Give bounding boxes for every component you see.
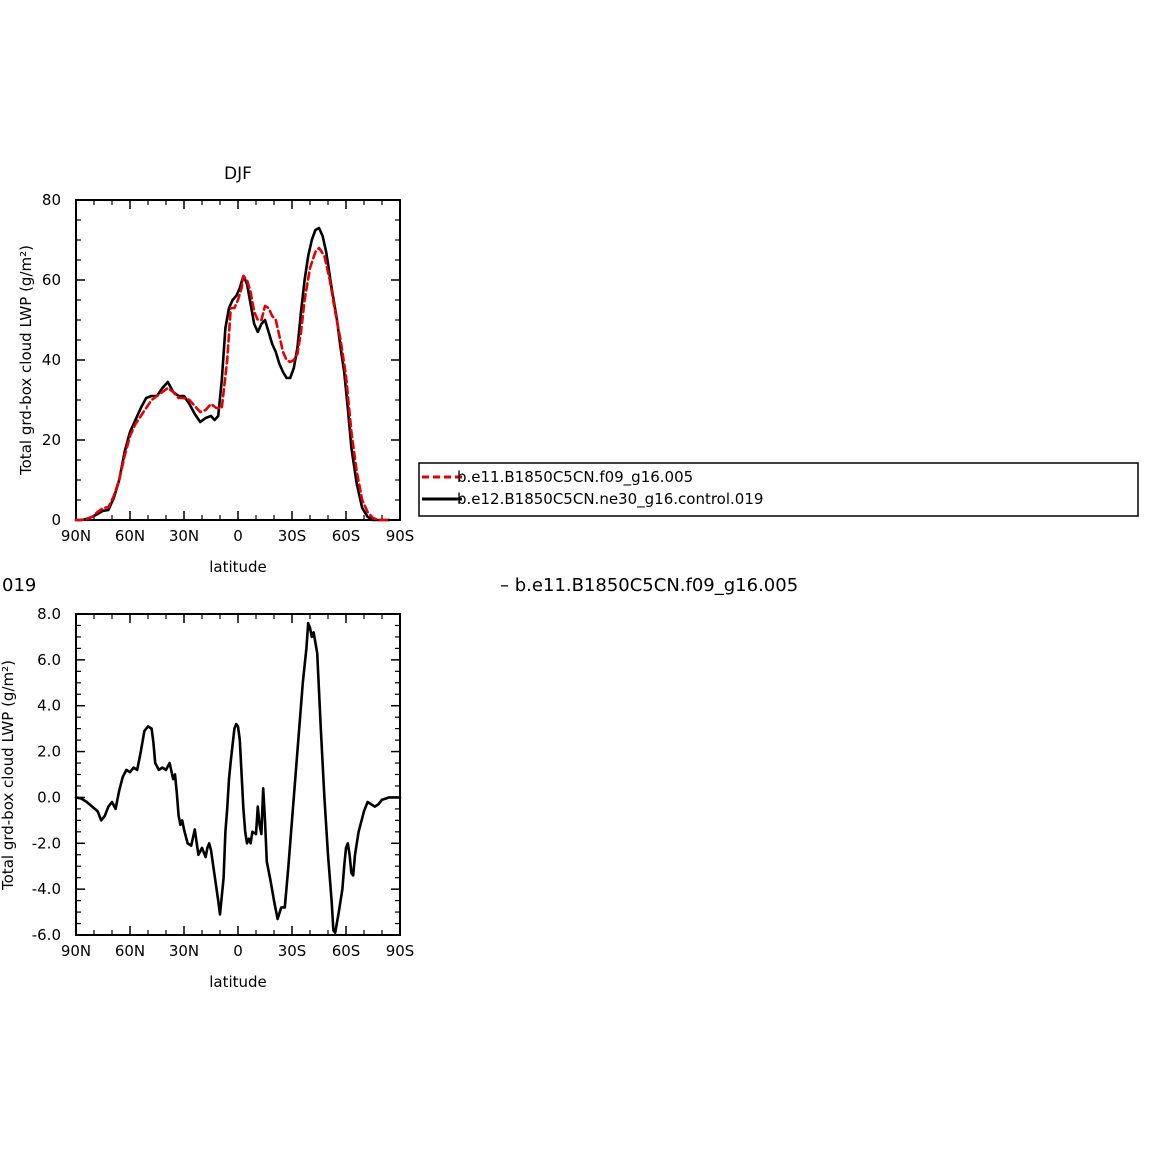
top-x-tick-label: 0 bbox=[233, 527, 243, 545]
bottom-chart-y-label: Total grd-box cloud LWP (g/m²) bbox=[0, 660, 17, 891]
top-y-tick-label: 40 bbox=[42, 351, 61, 369]
bottom-x-tick-label: 90S bbox=[386, 942, 415, 960]
panel-bottom-chart: 019 – b.e11.B1850C5CN.f09_g16.005 Total … bbox=[0, 575, 798, 991]
bottom-y-tick-label: -4.0 bbox=[32, 880, 61, 898]
bottom-series-lines bbox=[74, 621, 402, 934]
top-x-tick-label: 30S bbox=[278, 527, 307, 545]
top-y-tick-label: 0 bbox=[51, 511, 61, 529]
top-x-tick-label: 90S bbox=[386, 527, 415, 545]
top-plot-frame bbox=[75, 199, 401, 521]
top-x-tick-label: 30N bbox=[169, 527, 199, 545]
bottom-y-tick-label: 2.0 bbox=[37, 743, 61, 761]
legend-label-series-1: b.e11.B1850C5CN.f09_g16.005 bbox=[457, 468, 693, 487]
top-series-lines bbox=[74, 226, 391, 522]
top-x-tick-label: 60S bbox=[332, 527, 361, 545]
bottom-x-tick-label: 90N bbox=[61, 942, 91, 960]
top-chart-title: DJF bbox=[224, 164, 252, 184]
bottom-x-tick-label: 0 bbox=[233, 942, 243, 960]
bottom-y-tick-label: 4.0 bbox=[37, 697, 61, 715]
bottom-y-tick-label: -6.0 bbox=[32, 926, 61, 944]
top-chart-y-label: Total grd-box cloud LWP (g/m²) bbox=[17, 245, 35, 476]
bottom-x-tick-label: 60S bbox=[332, 942, 361, 960]
top-y-tick-label: 20 bbox=[42, 431, 61, 449]
top-y-tick-label: 80 bbox=[42, 191, 61, 209]
bottom-y-tick-label: 6.0 bbox=[37, 651, 61, 669]
top-x-tick-label: 90N bbox=[61, 527, 91, 545]
bottom-y-tick-label: 8.0 bbox=[37, 605, 61, 623]
bottom-title-fragment-left: 019 bbox=[2, 575, 36, 596]
top-axis-ticks: 90N 60N 30N 0 30S 60S 90S 0 20 40 60 80 bbox=[42, 191, 414, 545]
bottom-axis-ticks: 90N 60N 30N 0 30S 60S 90S -6.0 -4.0 -2.0 0.0 2.0 4.0… bbox=[32, 605, 415, 960]
legend-label-series-2: b.e12.B1850C5CN.ne30_g16.control.019 bbox=[457, 490, 763, 509]
top-x-tick-label: 60N bbox=[115, 527, 145, 545]
bottom-series-line-1 bbox=[74, 621, 402, 934]
bottom-chart-x-label: latitude bbox=[209, 973, 267, 991]
bottom-x-tick-label: 60N bbox=[115, 942, 145, 960]
bottom-title-fragment-right: – b.e11.B1850C5CN.f09_g16.005 bbox=[500, 575, 798, 596]
top-y-tick-label: 60 bbox=[42, 271, 61, 289]
panel-top-chart: DJF Total grd-box cloud LWP (g/m²) latit… bbox=[17, 164, 414, 576]
top-series-line-1 bbox=[74, 246, 391, 522]
bottom-y-tick-label: -2.0 bbox=[32, 834, 61, 852]
bottom-x-tick-label: 30S bbox=[278, 942, 307, 960]
top-chart-x-label: latitude bbox=[209, 558, 267, 576]
legend: b.e11.B1850C5CN.f09_g16.005 b.e12.B1850C… bbox=[418, 462, 1139, 517]
bottom-y-tick-label: 0.0 bbox=[37, 788, 61, 806]
top-series-line-2 bbox=[74, 226, 391, 522]
legend-box bbox=[418, 462, 1139, 517]
bottom-x-tick-label: 30N bbox=[169, 942, 199, 960]
